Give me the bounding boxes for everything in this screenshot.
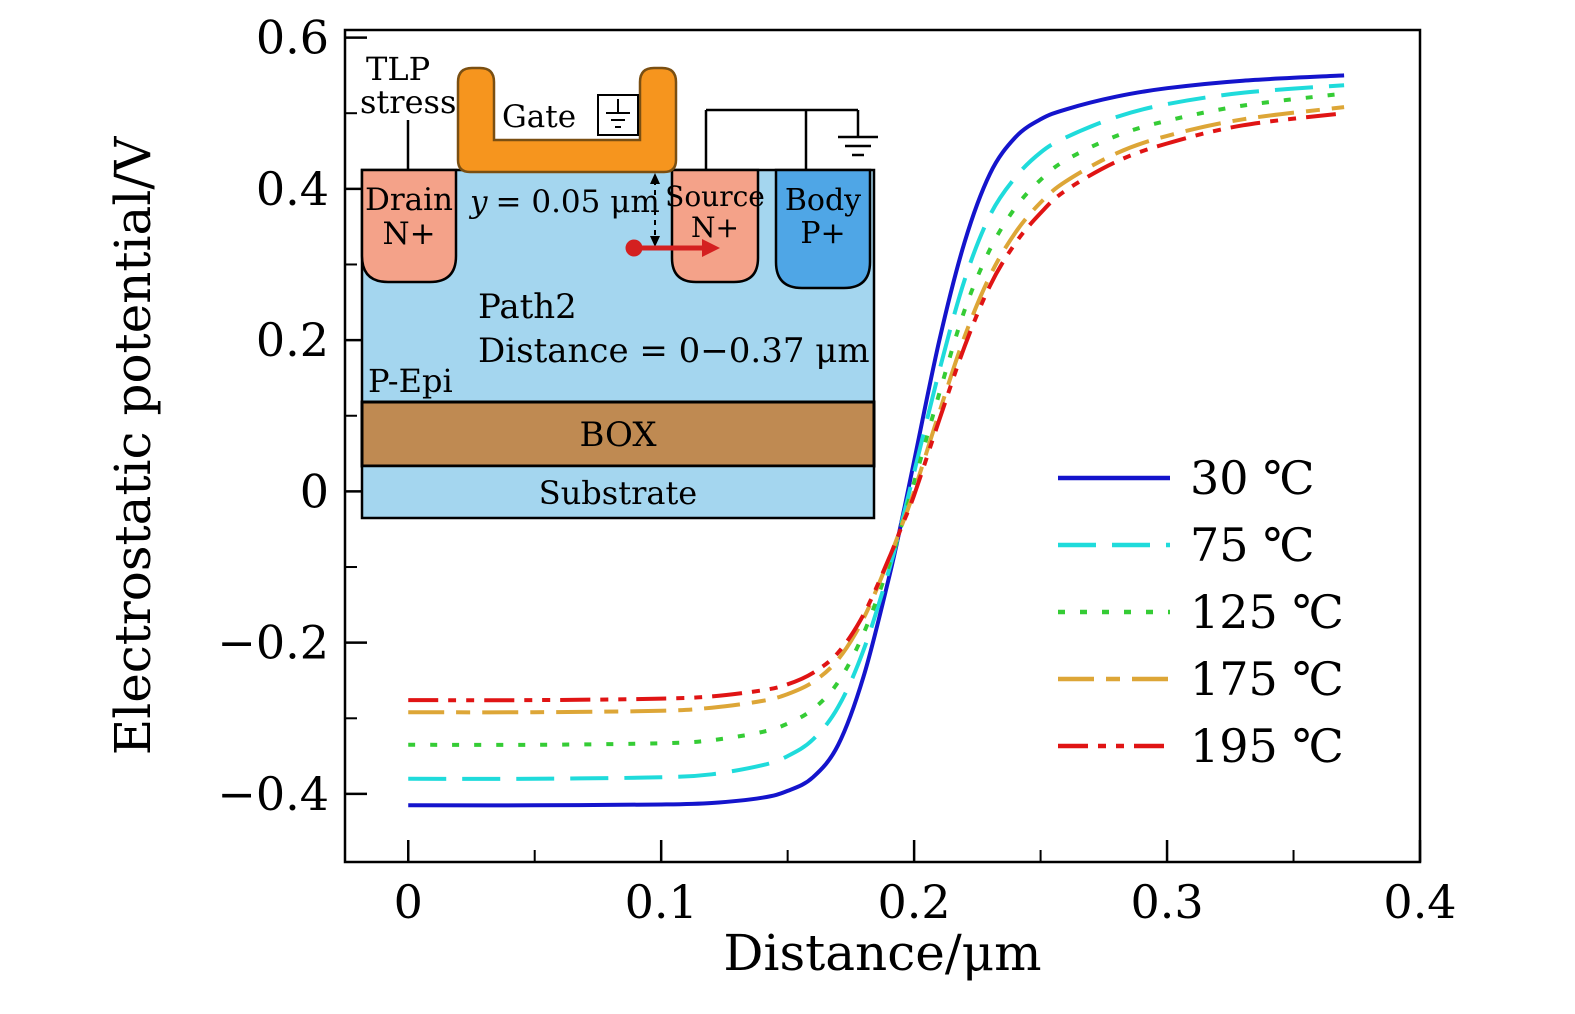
x-tick-label: 0.4 (1383, 875, 1456, 929)
legend-label: 175 ℃ (1190, 652, 1344, 706)
body-region (774, 168, 872, 290)
legend-label: 75 ℃ (1190, 518, 1315, 572)
y-depth-label: y = 0.05 μm (468, 184, 660, 220)
legend-entry: 175 ℃ (1058, 652, 1344, 706)
y-tick-label: −0.2 (217, 616, 329, 670)
path-distance-label: Distance = 0−0.37 μm (478, 331, 870, 371)
box-label: BOX (579, 415, 657, 455)
path-label: Path2 (478, 287, 577, 327)
drain-region (360, 168, 458, 284)
x-tick-label: 0.1 (625, 875, 698, 929)
chart-area: 0 0.1 0.2 0.3 0.4 −0.4 −0.2 0 0.2 0.4 0.6 Distance/… (104, 11, 1457, 982)
curve-195℃ (408, 111, 1345, 703)
substrate-label: Substrate (539, 474, 697, 512)
x-axis-title: Distance/μm (723, 924, 1041, 982)
source-body-ground-wiring (704, 108, 878, 170)
legend: 30 ℃ 75 ℃ 125 ℃ 175 ℃ 195 ℃ (1058, 451, 1344, 773)
y-tick-label: −0.4 (217, 767, 329, 821)
y-depth-arrow (650, 173, 660, 247)
x-tick-label: 0 (394, 875, 423, 929)
legend-label: 30 ℃ (1190, 451, 1315, 505)
body-label-line1: Body (785, 183, 861, 218)
curve-125℃ (408, 91, 1345, 747)
y-axis-title: Electrostatic potential/V (104, 136, 162, 755)
tlp-stress-label-line2: stress (360, 83, 456, 121)
tlp-stress-label-line1: TLP (366, 50, 430, 88)
y-tick-label: 0.2 (256, 313, 329, 367)
gate-label: Gate (502, 99, 576, 135)
p-epi-label: P-Epi (368, 362, 453, 400)
gate-ground-symbol (597, 94, 639, 136)
legend-entry: 125 ℃ (1058, 585, 1344, 639)
y-tick-label: 0.6 (256, 11, 329, 65)
legend-entry: 195 ℃ (1058, 719, 1344, 773)
source-label-line1: Source (665, 180, 765, 213)
y-tick-label: 0 (300, 464, 329, 518)
drain-label-line2: N+ (382, 216, 435, 252)
device-cross-section-inset: TLP stress Gate Drain N+ Source N+ (360, 50, 878, 520)
path-arrow-head (702, 239, 720, 257)
gate-electrode (456, 66, 678, 174)
drain-label-line1: Drain (365, 182, 453, 218)
source-region (670, 168, 760, 284)
body-label-line2: P+ (800, 216, 845, 251)
legend-entry: 75 ℃ (1058, 518, 1315, 572)
legend-label: 195 ℃ (1190, 719, 1344, 773)
substrate-layer (360, 464, 876, 520)
source-label-line2: N+ (691, 211, 739, 244)
y-tick-label: 0.4 (256, 162, 329, 216)
x-tick-label: 0.2 (878, 875, 951, 929)
legend-label: 125 ℃ (1190, 585, 1344, 639)
legend-entry: 30 ℃ (1058, 451, 1315, 505)
x-tick-label: 0.3 (1130, 875, 1203, 929)
plot-frame (343, 28, 1422, 864)
